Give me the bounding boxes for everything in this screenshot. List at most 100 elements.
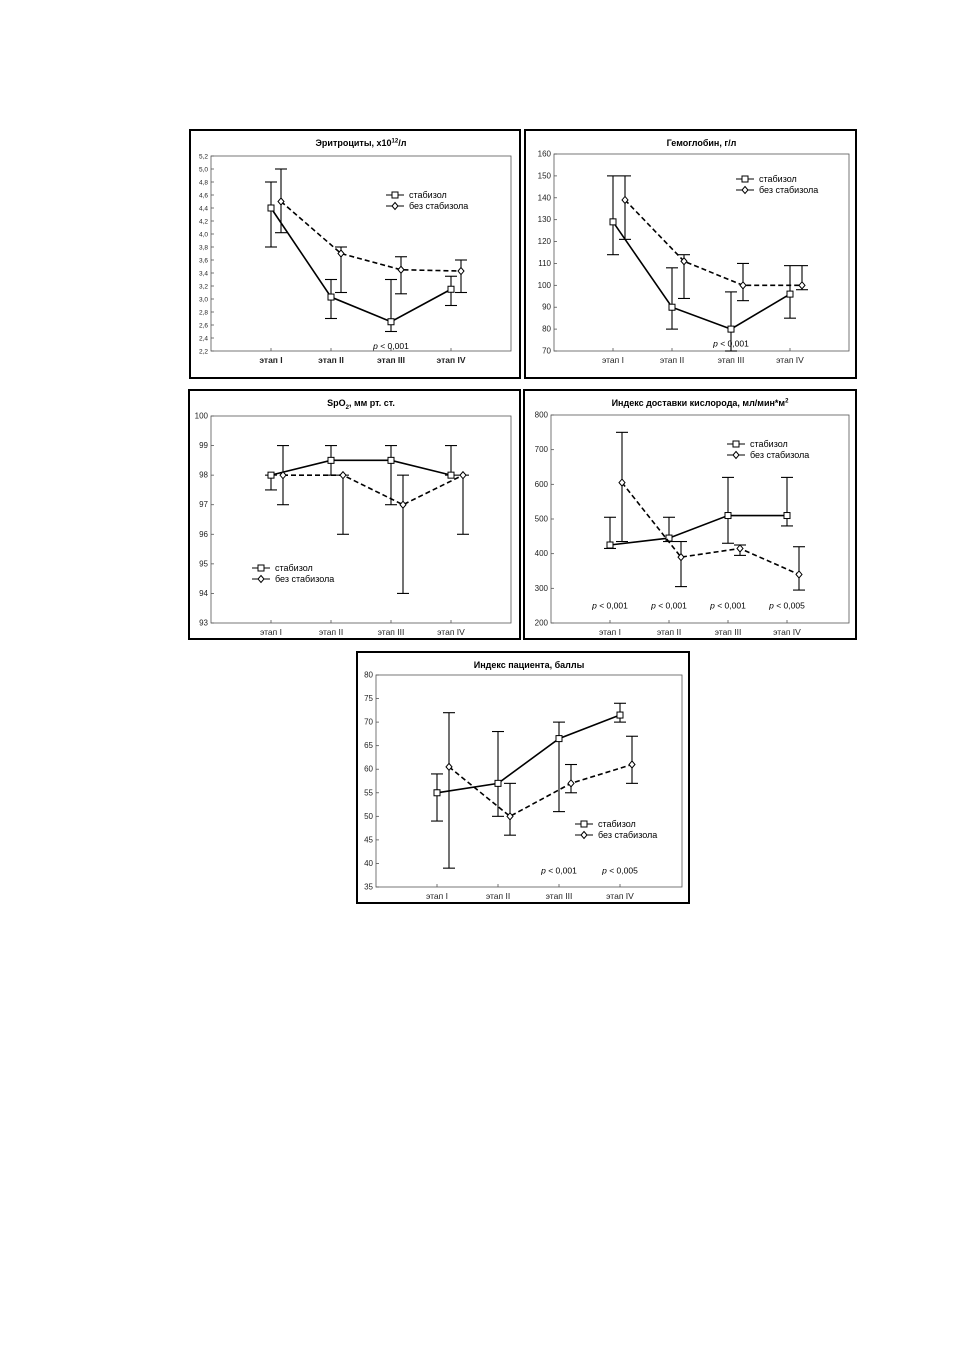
data-point (786, 290, 794, 298)
legend-marker (732, 450, 740, 460)
series-no-stabizol (277, 445, 469, 594)
series-line (624, 199, 802, 287)
y-tick-label: 40 (364, 859, 373, 868)
series-line (280, 200, 462, 272)
plot-frame (210, 415, 512, 624)
data-point (445, 762, 453, 772)
y-tick-label: 4,4 (199, 206, 208, 213)
chart-title: SpO2, мм рт. ст. (327, 398, 395, 411)
y-tick-label: 500 (535, 515, 549, 524)
series-line (270, 459, 452, 476)
x-tick-label: этап I (426, 891, 448, 901)
data-point (447, 285, 455, 293)
y-tick-label: 140 (538, 193, 552, 202)
y-tick-label: 55 (364, 788, 373, 797)
series-line (448, 763, 633, 818)
y-tick-label: 5,0 (199, 167, 208, 174)
y-tick-label: 2,2 (199, 349, 208, 356)
legend-label: стабизол (750, 439, 788, 449)
y-tick-label: 4,8 (199, 180, 208, 187)
chart-svg: Гемоглобин, г/л 70 80 90 100 110 120 130 140 150 1… (538, 138, 850, 365)
data-point (337, 249, 345, 258)
p-value-annotation: p < 0,001 (591, 601, 628, 611)
series-line (621, 482, 800, 576)
data-point (387, 318, 395, 326)
data-point (628, 760, 636, 769)
data-point (609, 218, 617, 226)
y-tick-label: 35 (364, 883, 373, 892)
series-line (283, 474, 464, 506)
y-tick-label: 93 (199, 619, 208, 628)
y-tick-label: 75 (364, 694, 373, 703)
legend-marker (741, 185, 749, 195)
plot-frame (210, 155, 512, 352)
x-tick-label: этап II (486, 891, 510, 901)
series-no-stabizol (275, 168, 467, 295)
data-point (433, 789, 441, 797)
y-tick-label: 80 (364, 671, 373, 680)
x-tick-label: этап III (378, 627, 405, 637)
legend-label: без стабизола (598, 830, 657, 840)
x-tick-label: этап II (657, 627, 681, 637)
chart-panel-erythrocytes: Эритроциты, х1012/л 2,2 2,4 2,6 2,8 3,0 3,2 3,4… (189, 129, 521, 379)
legend-label: без стабизола (409, 201, 468, 211)
y-tick-label: 3,0 (199, 297, 208, 304)
legend-label: стабизол (409, 190, 447, 200)
y-tick-label: 800 (535, 411, 549, 420)
data-point (795, 570, 803, 579)
y-tick-label: 4,0 (199, 232, 208, 239)
series-line (609, 514, 787, 546)
y-tick-label: 100 (195, 412, 209, 421)
legend-marker (391, 191, 399, 199)
chart-title: Индекс пациента, баллы (474, 660, 585, 670)
p-value-annotation: p < 0,001 (712, 338, 749, 348)
data-point (457, 266, 465, 276)
legend-label: стабизол (759, 174, 797, 184)
data-point (399, 500, 407, 509)
x-tick-label: этап IV (776, 355, 804, 365)
data-point (277, 197, 285, 206)
y-tick-label: 400 (535, 549, 549, 558)
data-point (387, 456, 395, 464)
data-point (677, 552, 685, 562)
plot-frame (553, 153, 850, 352)
y-tick-label: 3,6 (199, 258, 208, 265)
x-tick-label: этап II (319, 627, 343, 637)
series-stabizol (431, 702, 626, 822)
y-tick-label: 90 (542, 303, 551, 312)
y-tick-label: 3,4 (199, 271, 208, 278)
y-tick-label: 600 (535, 480, 549, 489)
data-point (724, 512, 732, 520)
y-tick-label: 80 (542, 325, 551, 334)
series-line (612, 221, 791, 330)
y-tick-label: 50 (364, 812, 373, 821)
y-tick-label: 110 (538, 259, 551, 268)
data-point (494, 779, 502, 787)
y-tick-label: 94 (199, 589, 208, 598)
y-tick-label: 70 (542, 347, 551, 356)
y-tick-label: 3,2 (199, 284, 208, 291)
data-point (621, 195, 629, 205)
x-tick-label: этап I (599, 627, 621, 637)
legend-marker (580, 820, 588, 828)
y-tick-label: 45 (364, 835, 373, 844)
data-point (267, 204, 275, 212)
plot-frame (375, 674, 683, 888)
chart-title: Эритроциты, х1012/л (316, 138, 407, 148)
y-tick-label: 96 (199, 530, 208, 539)
y-tick-label: 2,4 (199, 336, 208, 343)
legend-marker (391, 201, 399, 211)
y-tick-label: 65 (364, 741, 373, 750)
chart-panel-patient-index: Индекс пациента, баллы 35 40 45 50 55 60 65 70 75… (356, 651, 690, 904)
y-tick-label: 2,6 (199, 323, 208, 330)
data-point (616, 711, 624, 719)
legend-label: без стабизола (275, 574, 334, 584)
legend-label: без стабизола (759, 185, 818, 195)
y-tick-label: 200 (535, 619, 549, 628)
data-point (555, 735, 563, 743)
chart-panel-oxygen-delivery: Индекс доставки кислорода, мл/мин*м2 200 3… (523, 389, 857, 640)
y-tick-label: 150 (538, 171, 552, 180)
series-stabizol (265, 181, 457, 333)
chart-title: Индекс доставки кислорода, мл/мин*м2 (612, 398, 790, 408)
p-value-annotation: p < 0,001 (540, 866, 577, 876)
